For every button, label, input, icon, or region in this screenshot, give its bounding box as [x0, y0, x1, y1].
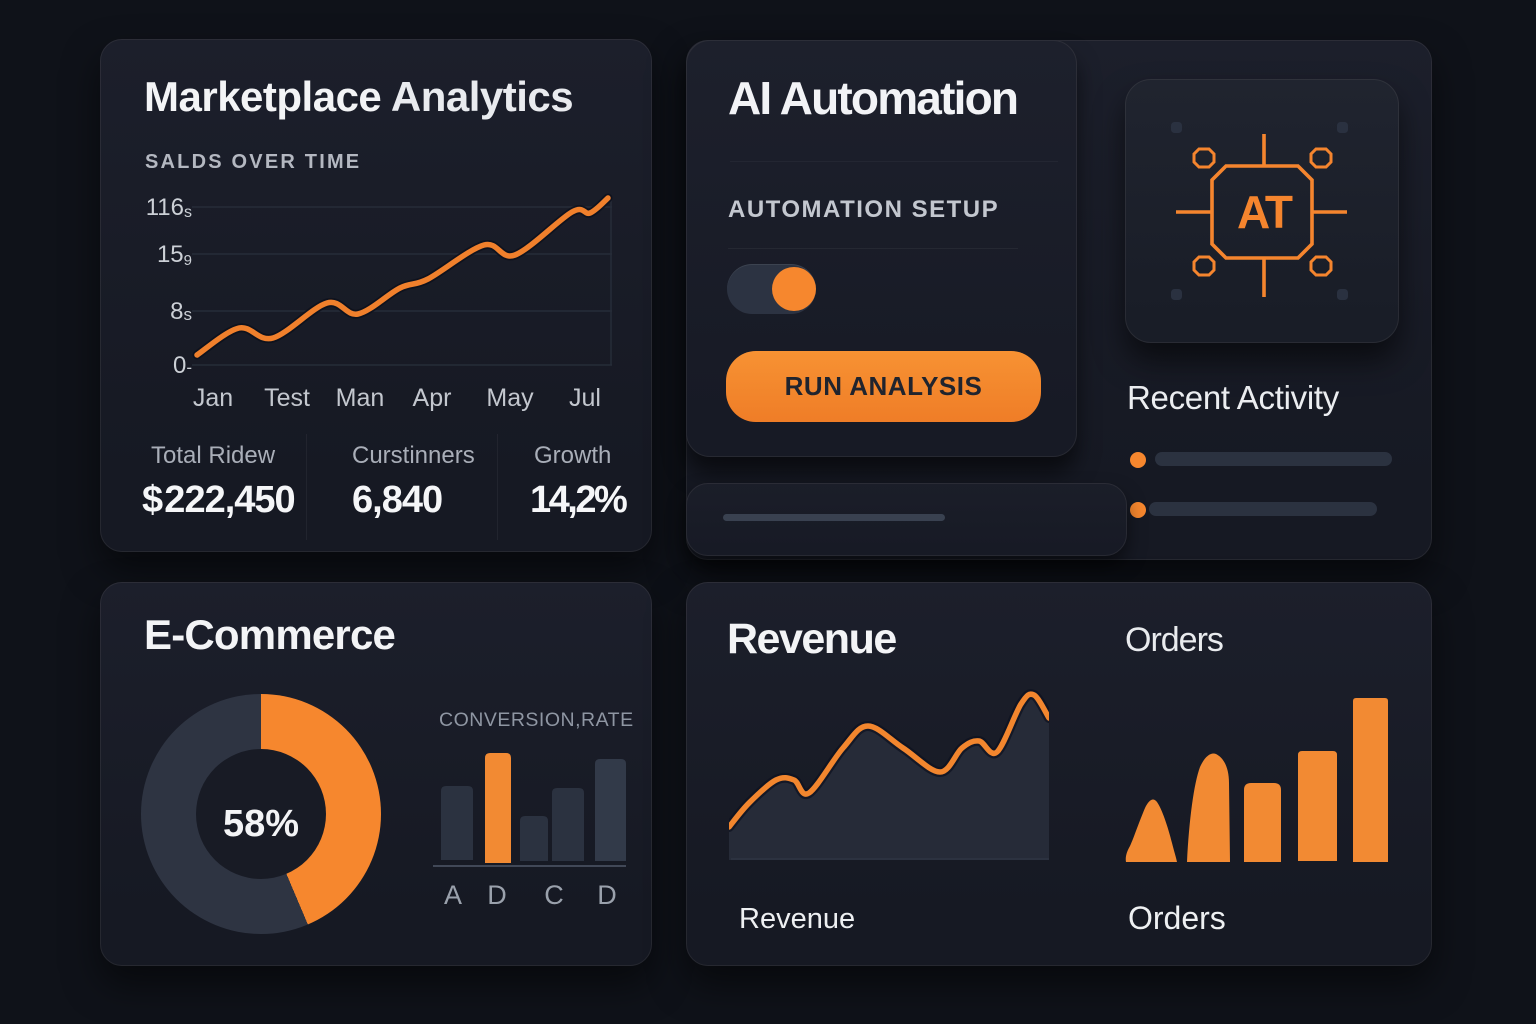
svg-text:Test: Test: [264, 384, 310, 412]
svg-text:Man: Man: [336, 384, 385, 412]
svg-text:Jan: Jan: [193, 384, 233, 412]
svg-text:116s: 116s: [146, 194, 192, 221]
svg-text:159: 159: [157, 241, 192, 269]
svg-text:0-: 0-: [173, 352, 192, 379]
svg-text:A: A: [444, 880, 462, 910]
svg-text:Jul: Jul: [569, 384, 601, 412]
svg-text:May: May: [486, 384, 534, 412]
svg-text:C: C: [544, 880, 564, 910]
svg-text:Apr: Apr: [413, 384, 452, 412]
svg-text:D: D: [597, 880, 617, 910]
svg-text:AT: AT: [1237, 186, 1293, 238]
svg-text:D: D: [487, 880, 507, 910]
svg-text:8s: 8s: [170, 298, 192, 325]
